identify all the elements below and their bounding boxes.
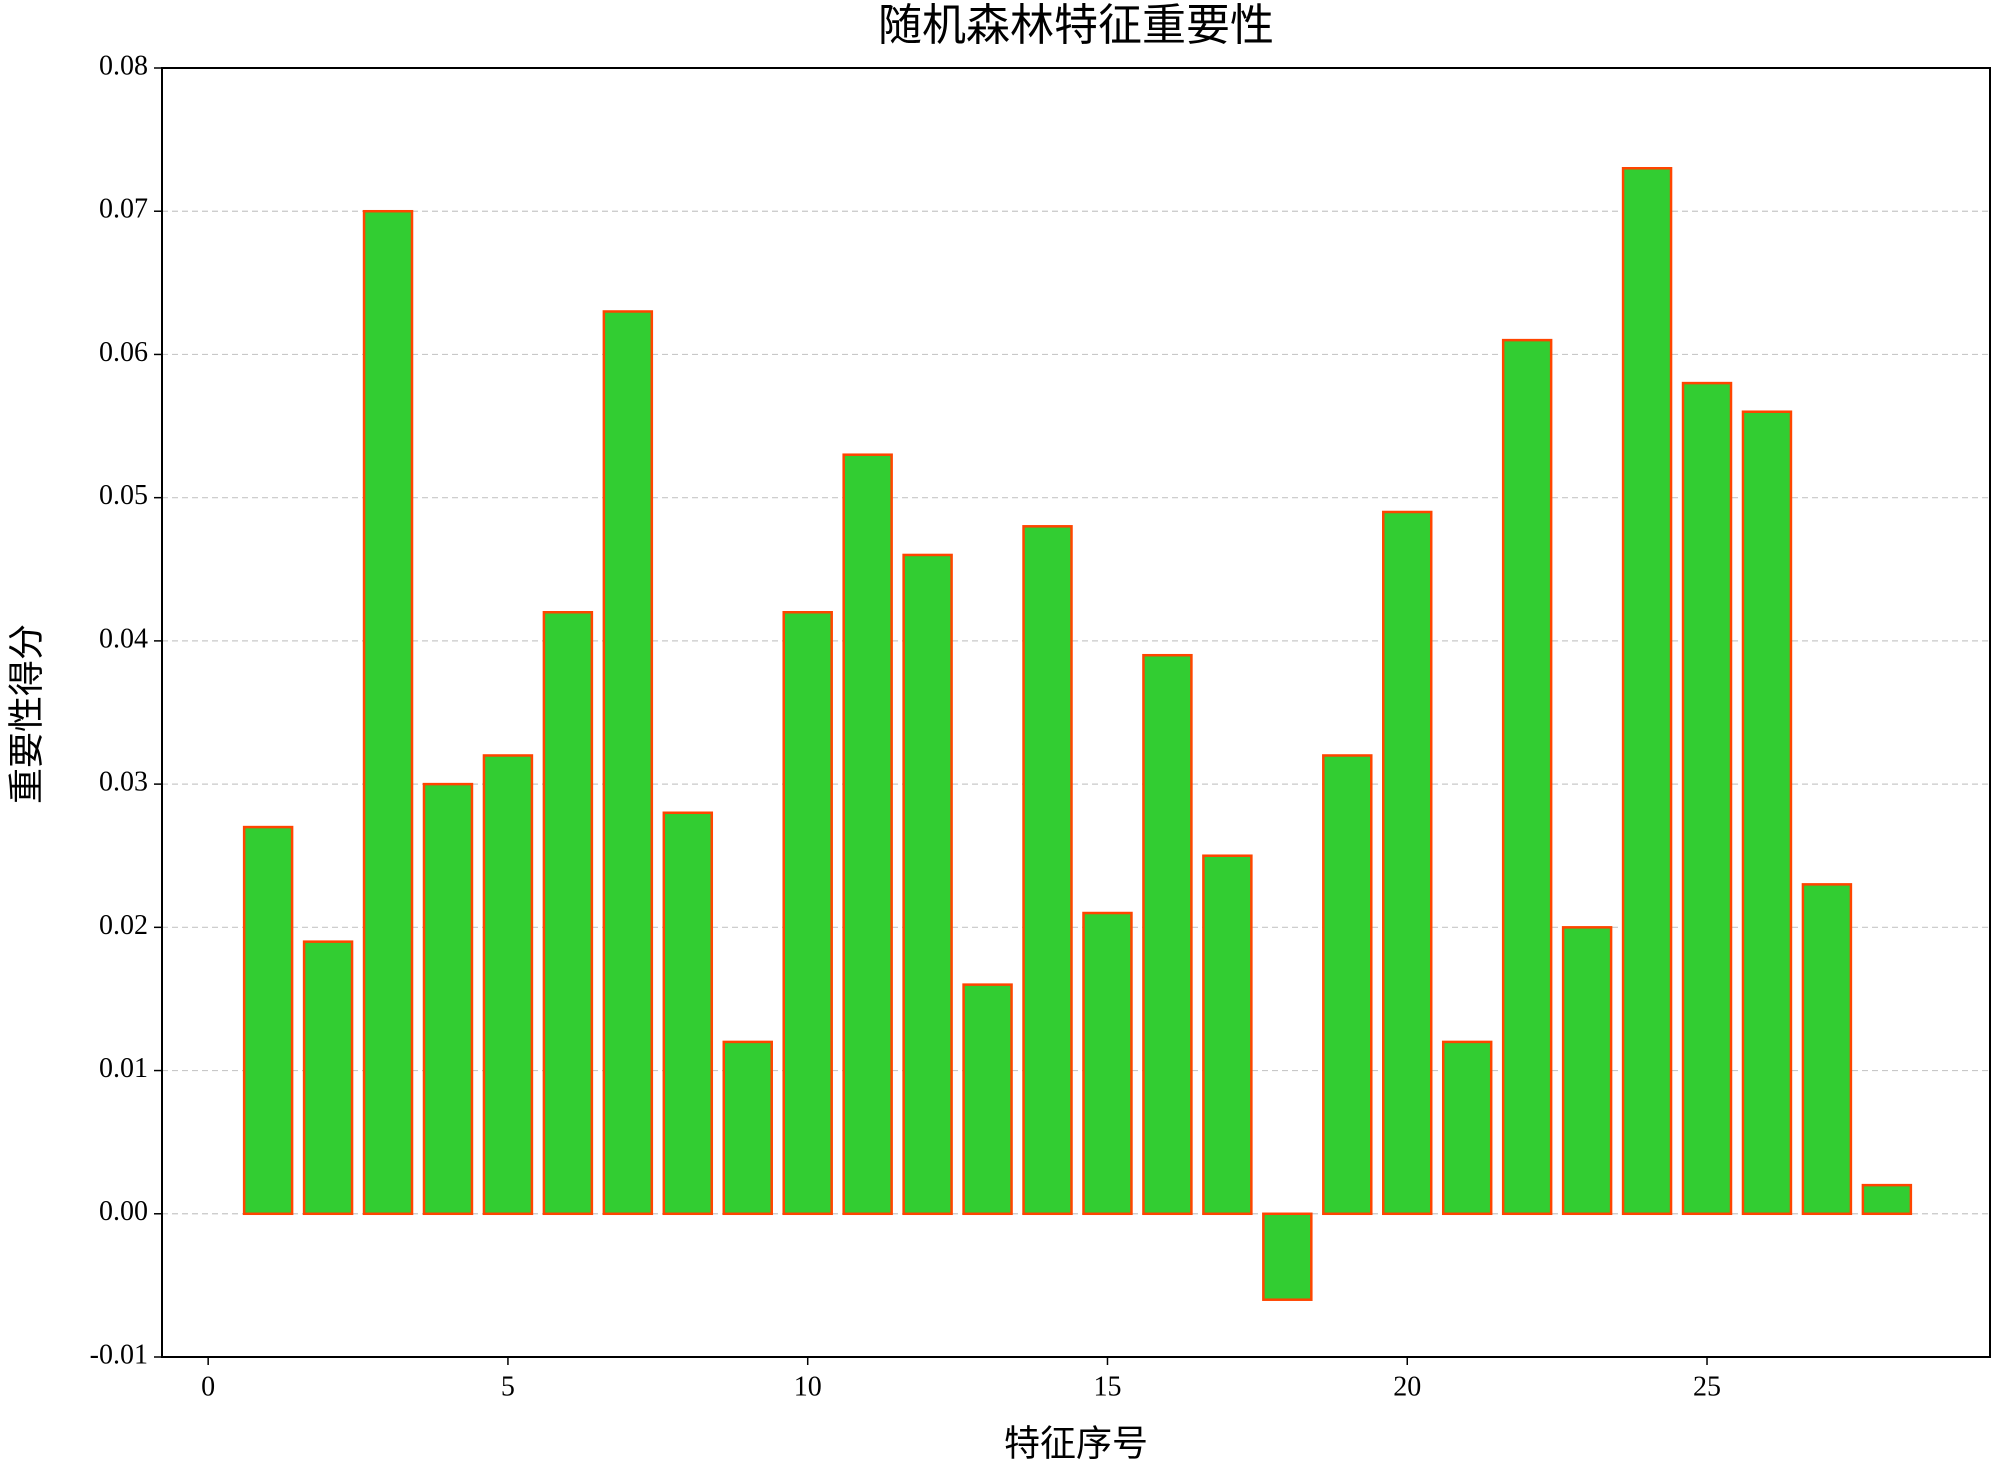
y-tick-label: 0.03 <box>99 767 148 798</box>
bar <box>422 782 474 1216</box>
x-tick-label: 15 <box>1093 1371 1121 1402</box>
bar <box>1322 754 1373 1216</box>
y-tick-label: 0.00 <box>99 1196 148 1227</box>
bar <box>542 610 594 1216</box>
bar <box>1441 1040 1493 1216</box>
y-tick-label: 0.01 <box>99 1053 148 1084</box>
bar <box>602 310 654 1216</box>
chart-title: 随机森林特征重要性 <box>878 1 1274 50</box>
y-tick-label: 0.08 <box>99 50 148 81</box>
bar <box>1262 1212 1313 1301</box>
x-tick-label: 0 <box>201 1371 215 1402</box>
bar <box>1561 926 1613 1216</box>
bar <box>1142 653 1193 1216</box>
bar <box>842 453 893 1216</box>
y-tick-label: 0.04 <box>99 623 148 654</box>
y-tick-label: 0.02 <box>99 910 148 941</box>
x-tick-label: 5 <box>501 1371 515 1402</box>
bar <box>1861 1183 1913 1216</box>
x-tick-label: 25 <box>1693 1371 1721 1402</box>
bar <box>1801 883 1853 1216</box>
y-tick-label: -0.01 <box>90 1339 148 1370</box>
bar <box>782 610 833 1216</box>
plot-frame <box>161 67 1991 1358</box>
x-tick-label: 20 <box>1393 1371 1421 1402</box>
bar <box>662 811 714 1216</box>
bar <box>302 940 354 1216</box>
y-tick-label: 0.06 <box>99 337 148 368</box>
bar <box>1501 338 1553 1216</box>
bar <box>242 825 294 1216</box>
bar <box>962 983 1013 1216</box>
x-tick-label: 10 <box>794 1371 822 1402</box>
bar <box>1082 911 1133 1216</box>
y-axis-label: 重要性得分 <box>6 624 46 804</box>
bar <box>1621 167 1673 1216</box>
bar <box>902 553 953 1216</box>
y-tick-label: 0.07 <box>99 194 148 225</box>
bar <box>1382 510 1433 1216</box>
bar <box>482 754 534 1216</box>
bar <box>1741 410 1793 1216</box>
bar <box>1202 854 1253 1216</box>
bar <box>1022 525 1073 1216</box>
bar <box>362 209 414 1216</box>
y-tick-label: 0.05 <box>99 480 148 511</box>
x-axis-label: 特征序号 <box>1004 1423 1148 1463</box>
bar <box>1681 381 1733 1216</box>
bar <box>722 1040 773 1216</box>
